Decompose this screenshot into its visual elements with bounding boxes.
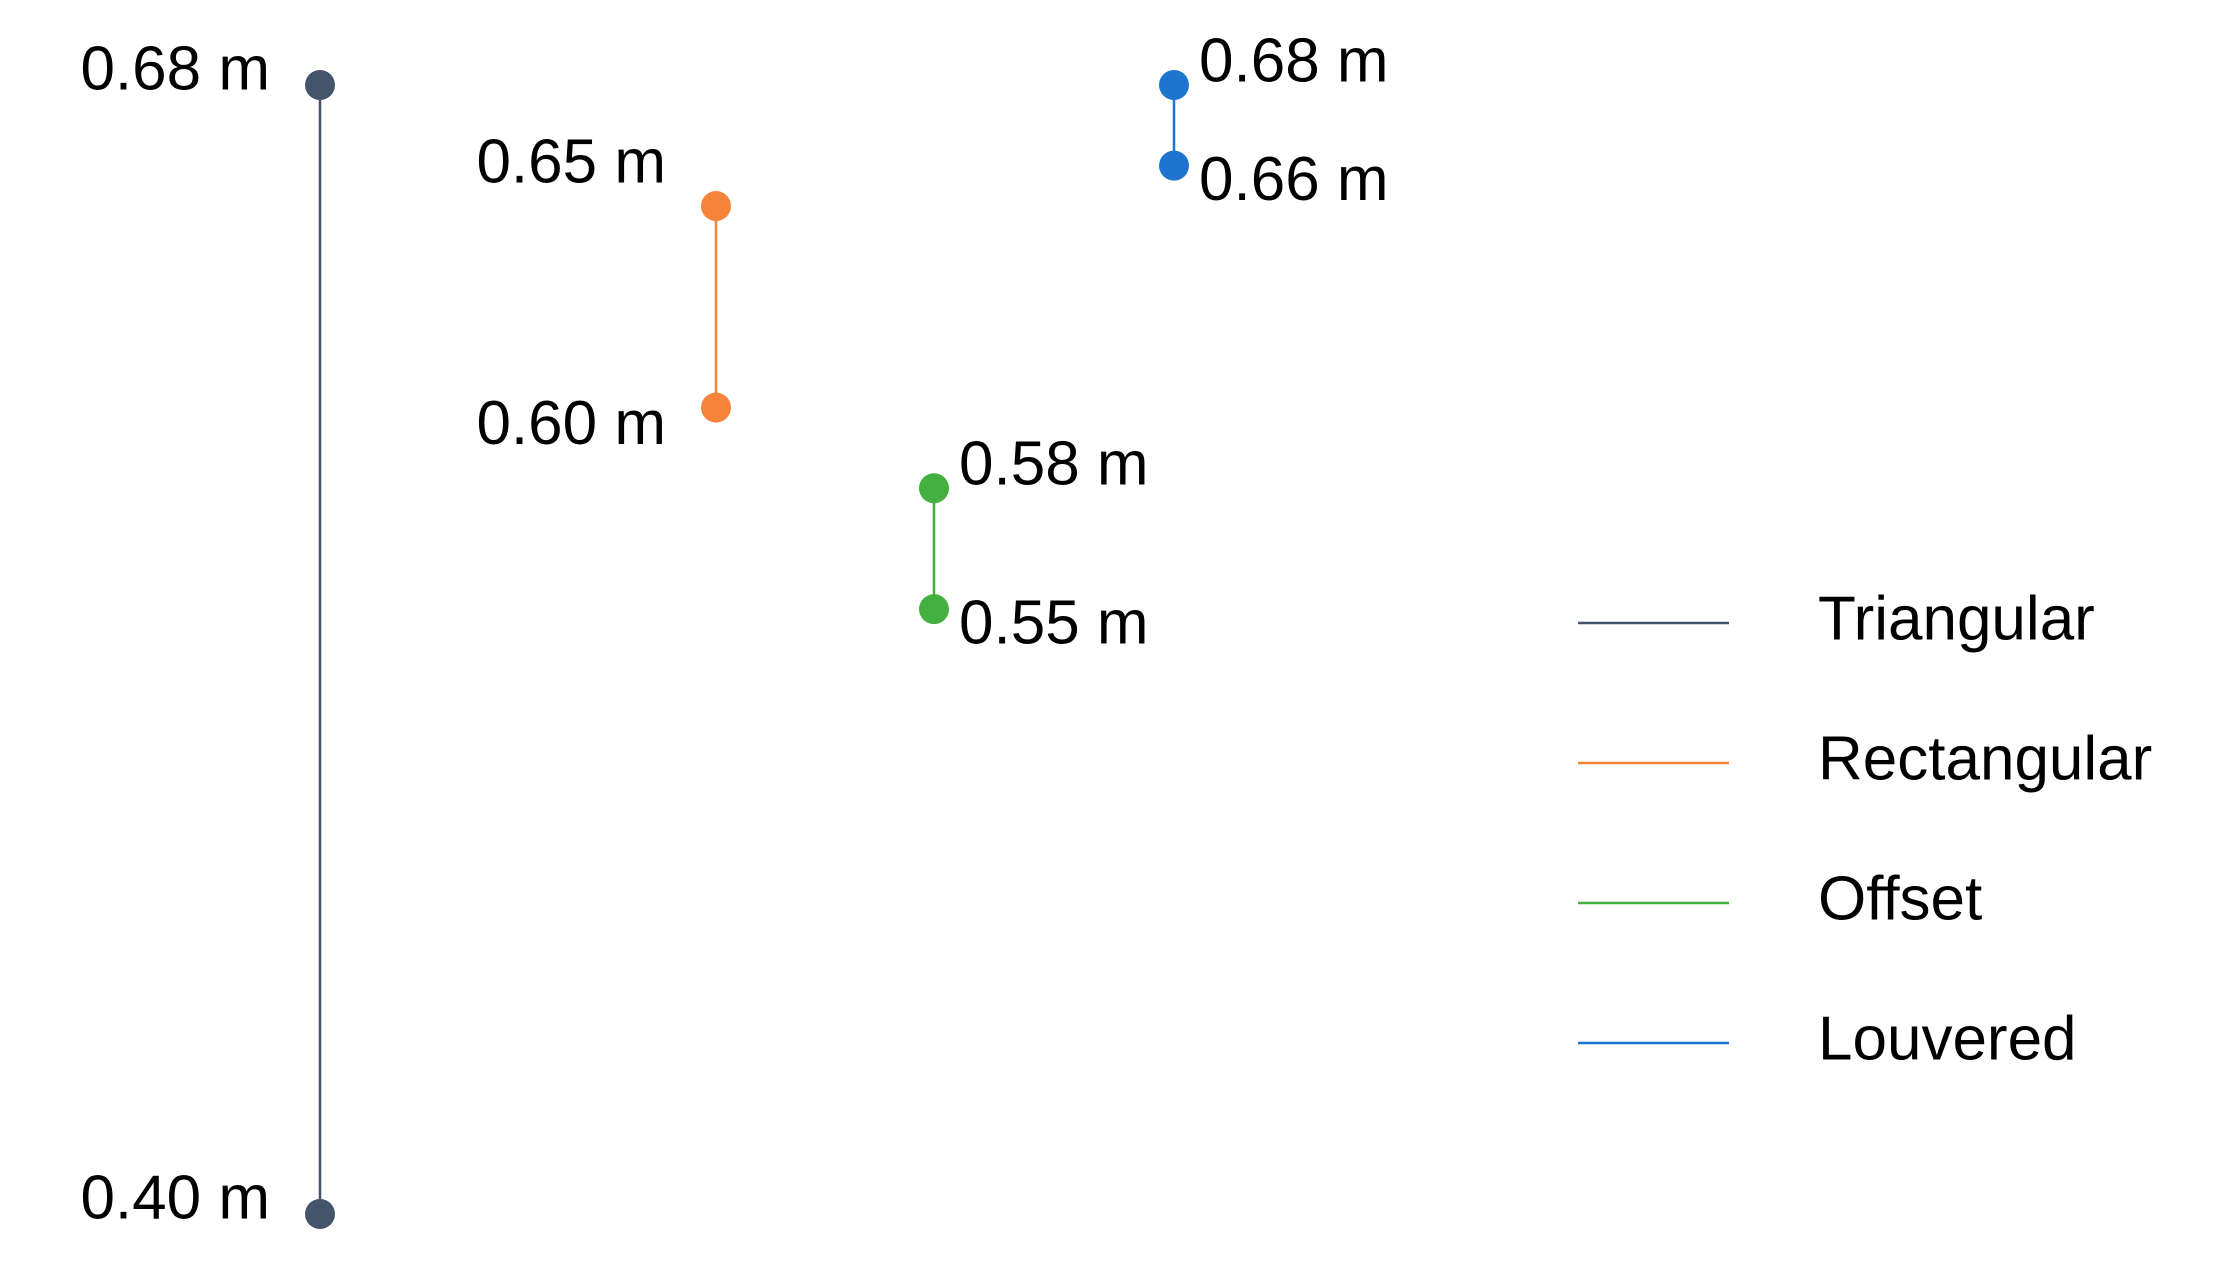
value-label: 0.65 m <box>476 127 666 196</box>
legend-label: Triangular <box>1818 584 2095 653</box>
value-label: 0.60 m <box>476 389 666 458</box>
range-dot <box>919 473 949 504</box>
value-label: 0.58 m <box>959 430 1149 499</box>
range-dot <box>701 190 731 221</box>
range-dot <box>305 70 335 100</box>
range-dot <box>1159 70 1189 100</box>
range-dot <box>919 594 949 625</box>
value-label: 0.40 m <box>80 1163 270 1232</box>
value-label: 0.66 m <box>1199 145 1389 214</box>
value-label: 0.68 m <box>1199 26 1389 95</box>
value-label: 0.55 m <box>959 589 1149 658</box>
legend-label: Rectangular <box>1818 724 2152 793</box>
range-dot <box>701 392 731 423</box>
legend-label: Offset <box>1818 864 1982 933</box>
range-dot <box>1159 150 1189 181</box>
legend-label: Louvered <box>1818 1004 2077 1073</box>
range-dot <box>305 1199 335 1229</box>
value-label: 0.68 m <box>80 34 270 103</box>
